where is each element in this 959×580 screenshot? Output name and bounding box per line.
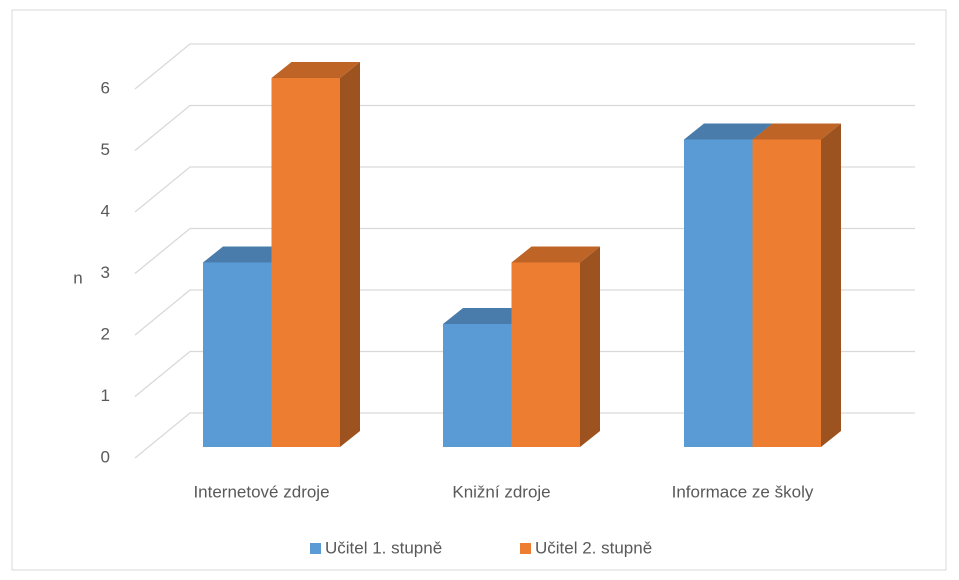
grid-line bbox=[134, 227, 915, 275]
grid-line bbox=[134, 350, 915, 398]
bar-face bbox=[271, 62, 360, 78]
bar-face bbox=[821, 123, 841, 447]
y-tick-label: 3 bbox=[101, 263, 110, 282]
legend-label: Učitel 1. stupně bbox=[325, 538, 442, 557]
x-tick-label: Informace ze školy bbox=[672, 482, 814, 501]
grid-line bbox=[134, 412, 915, 459]
grid-line bbox=[134, 166, 915, 213]
y-tick-label: 2 bbox=[101, 324, 110, 343]
bar bbox=[511, 246, 600, 447]
x-tick-label: Internetové zdroje bbox=[193, 482, 329, 501]
y-tick-label: 6 bbox=[101, 78, 110, 97]
bar-face bbox=[752, 123, 841, 140]
bar-face bbox=[203, 262, 272, 447]
bar-face bbox=[511, 262, 580, 447]
bar-face bbox=[684, 139, 753, 447]
bar-face bbox=[443, 308, 532, 324]
legend-swatch bbox=[520, 543, 531, 554]
legend-label: Učitel 2. stupně bbox=[535, 538, 652, 557]
bar-face bbox=[752, 139, 821, 447]
bar-face bbox=[340, 62, 360, 447]
y-tick-label: 4 bbox=[101, 201, 110, 220]
bar bbox=[271, 62, 360, 447]
grid-line bbox=[134, 43, 915, 90]
y-axis-label: n bbox=[73, 268, 82, 287]
legend-swatch bbox=[310, 543, 321, 554]
bar-face bbox=[443, 324, 512, 447]
x-tick-label: Knižní zdroje bbox=[452, 482, 550, 501]
bar bbox=[752, 123, 841, 447]
grid-line bbox=[134, 104, 915, 152]
bar-face bbox=[203, 246, 292, 263]
y-tick-label: 0 bbox=[101, 447, 110, 466]
grid-line bbox=[134, 289, 915, 336]
bar-face bbox=[580, 246, 600, 447]
bar-face bbox=[684, 123, 773, 140]
y-tick-label: 1 bbox=[101, 386, 110, 405]
bar-face bbox=[511, 246, 600, 263]
bar-face bbox=[271, 78, 340, 447]
y-tick-label: 5 bbox=[101, 140, 110, 159]
